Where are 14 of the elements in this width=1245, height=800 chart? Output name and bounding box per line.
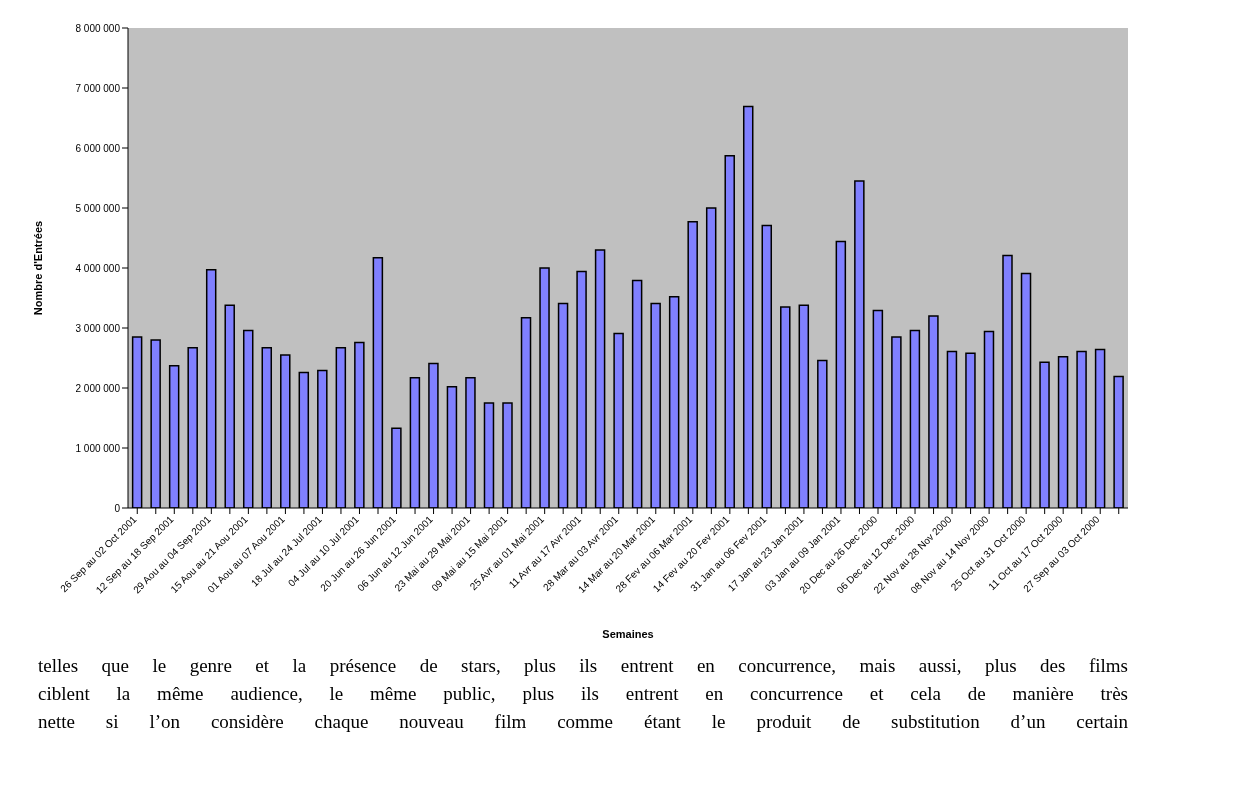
y-tick-label: 4 000 000 xyxy=(75,262,121,274)
text: nette si l’on considère chaque nouveau film comme étant le produit de substitution d’un certain xyxy=(38,710,1128,734)
y-tick-label: 2 000 000 xyxy=(75,382,121,394)
y-tick-label: 7 000 000 xyxy=(75,82,121,94)
y-tick-label: 0 xyxy=(114,502,121,514)
y-tick-label: 8 000 000 xyxy=(75,22,121,34)
text: telles que le genre et la présence de stars, plus ils entrent en concurrence, mais aussi, plus des films xyxy=(38,654,1128,678)
y-tick-label: 1 000 000 xyxy=(75,442,121,454)
y-tick-label: 6 000 000 xyxy=(75,142,121,154)
y-axis-title: Nombre d'Entrées xyxy=(31,220,44,316)
y-tick-label: 5 000 000 xyxy=(75,202,121,214)
x-axis-title: Semaines xyxy=(602,628,654,640)
y-tick-label: 3 000 000 xyxy=(75,322,121,334)
text: ciblent la même audience, le même public, plus ils entrent en concurrence et cela de manière très xyxy=(38,682,1128,706)
